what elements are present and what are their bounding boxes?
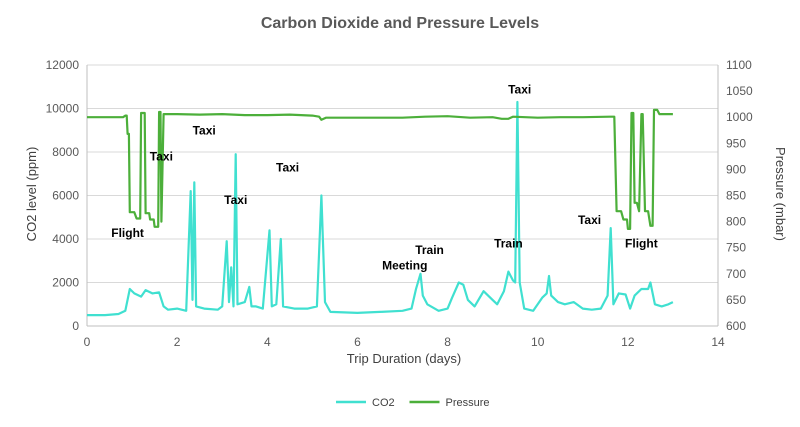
x-tick-label: 8	[444, 335, 451, 349]
annotation-label: Taxi	[578, 213, 601, 227]
y-tick-label: 10000	[46, 102, 80, 116]
y2-tick-label: 750	[726, 241, 746, 255]
y-tick-label: 8000	[52, 145, 79, 159]
y2-tick-label: 1050	[726, 84, 753, 98]
y-tick-label: 2000	[52, 276, 79, 290]
y-tick-label: 6000	[52, 189, 79, 203]
annotation-label: Taxi	[508, 82, 531, 96]
y2-tick-label: 900	[726, 162, 746, 176]
x-tick-label: 4	[264, 335, 271, 349]
y2-tick-label: 800	[726, 215, 746, 229]
annotation-label: Taxi	[150, 150, 173, 164]
y-tick-label: 4000	[52, 232, 79, 246]
annotation-label: Train	[415, 243, 444, 257]
y-tick-label: 0	[72, 319, 79, 333]
series-line-pressure	[87, 108, 673, 230]
y2-tick-label: 700	[726, 267, 746, 281]
annotation-label: Flight	[625, 237, 658, 251]
y2-axis-title: Pressure (mbar)	[773, 147, 788, 241]
annotation-label: Train	[494, 237, 523, 251]
x-tick-label: 2	[174, 335, 181, 349]
y2-tick-label: 600	[726, 319, 746, 333]
annotation-label: Taxi	[276, 161, 299, 175]
y-tick-label: 12000	[46, 58, 80, 72]
legend-label: CO2	[372, 397, 395, 409]
y2-tick-label: 950	[726, 136, 746, 150]
gridlines	[87, 64, 718, 327]
y2-tick-label: 850	[726, 189, 746, 203]
legend-label: Pressure	[446, 397, 490, 409]
y2-tick-label: 1000	[726, 110, 753, 124]
y-axis-title: CO2 level (ppm)	[24, 147, 39, 242]
annotation-label: Taxi	[224, 193, 247, 207]
x-tick-label: 10	[531, 335, 545, 349]
series-layer	[87, 100, 674, 317]
series-line-co2	[87, 100, 674, 317]
axes: 0200040006000800010000120006006507007508…	[46, 58, 753, 349]
annotation-label: Meeting	[382, 258, 427, 272]
annotation-label: Taxi	[193, 124, 216, 138]
chart-title: Carbon Dioxide and Pressure Levels	[261, 15, 539, 32]
x-tick-label: 12	[621, 335, 635, 349]
annotation-label: Flight	[111, 226, 144, 240]
legend: CO2 Pressure	[336, 397, 490, 409]
y2-tick-label: 650	[726, 293, 746, 307]
x-tick-label: 6	[354, 335, 361, 349]
x-tick-label: 14	[711, 335, 725, 349]
x-tick-label: 0	[84, 335, 91, 349]
x-axis-title: Trip Duration (days)	[347, 351, 461, 366]
y2-tick-label: 1100	[726, 58, 752, 72]
